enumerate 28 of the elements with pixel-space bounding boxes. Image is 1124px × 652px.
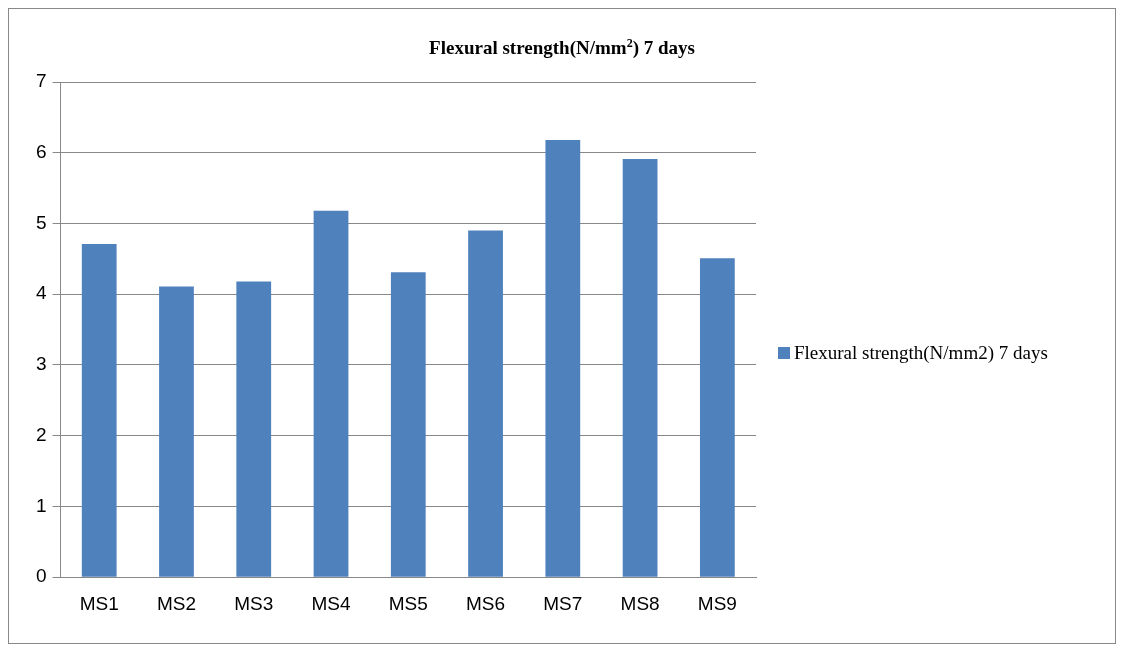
x-tick-label: MS7 — [543, 592, 583, 614]
bar — [545, 140, 581, 577]
x-tick-label: MS8 — [620, 592, 660, 614]
bar — [622, 159, 658, 577]
y-tick-label: 1 — [35, 494, 47, 516]
x-tick-label: MS1 — [79, 592, 119, 614]
bar — [159, 286, 194, 577]
x-tick-label: MS6 — [466, 592, 506, 614]
x-tick-label: MS4 — [311, 592, 351, 614]
x-tick-label: MS3 — [234, 592, 274, 614]
bar — [699, 258, 735, 577]
x-tick-label: MS5 — [388, 592, 428, 614]
x-tick-label: MS2 — [156, 592, 197, 614]
y-tick-label: 0 — [35, 565, 47, 587]
y-tick-label: 3 — [35, 353, 47, 375]
y-tick-label: 5 — [35, 211, 47, 233]
legend-label: Flexural strength(N/mm2) 7 days — [793, 341, 1049, 365]
bar — [313, 210, 349, 577]
chart-title: Flexural strength(N/mm$^{2}$) 7 days — [428, 36, 696, 60]
y-tick-label: 2 — [35, 423, 47, 445]
bar — [236, 281, 272, 577]
y-tick-label: 4 — [35, 282, 47, 304]
y-tick-label: 7 — [35, 70, 47, 92]
x-tick-label: MS9 — [697, 592, 737, 614]
bar — [81, 244, 117, 577]
bar — [468, 230, 503, 577]
y-tick-label: 6 — [35, 140, 47, 162]
bar — [390, 272, 426, 577]
